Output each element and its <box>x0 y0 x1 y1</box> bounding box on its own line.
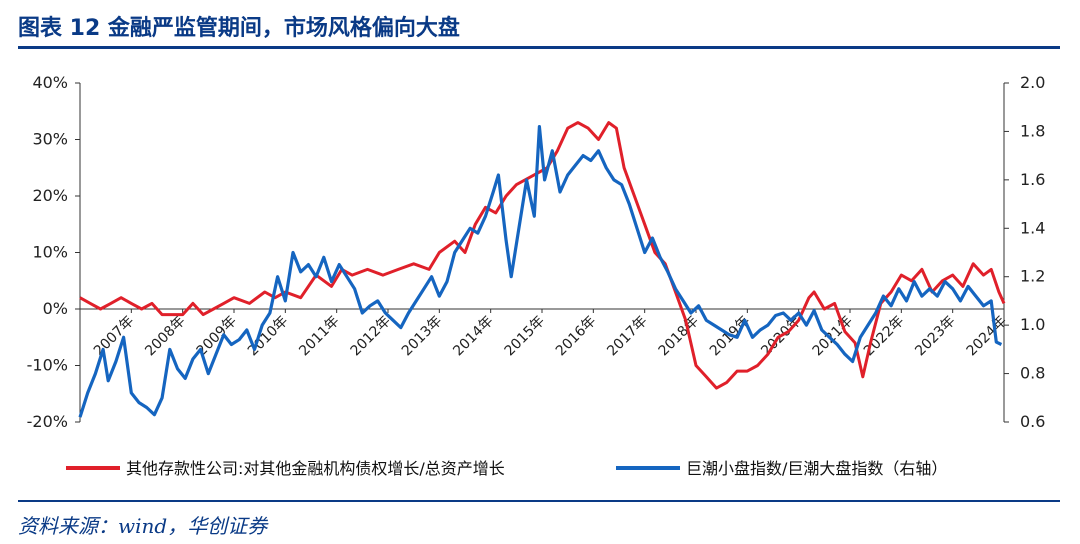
source-note: 资料来源：wind，华创证券 <box>18 514 268 538</box>
x-tick-label: 2015年 <box>502 313 548 359</box>
legend-label-red: 其他存款性公司:对其他金融机构债权增长/总资产增长 <box>126 459 505 478</box>
title-rule <box>18 46 1060 49</box>
left-tick-label: 40% <box>32 73 68 92</box>
x-tick-label: 2018年 <box>656 313 702 359</box>
x-tick-label: 2014年 <box>450 313 496 359</box>
right-tick-label: 1.4 <box>1020 218 1045 237</box>
x-tick-label: 2017年 <box>604 313 650 359</box>
right-tick-label: 1.8 <box>1020 121 1045 140</box>
right-tick-label: 1.0 <box>1020 315 1045 334</box>
left-tick-label: -20% <box>27 412 68 431</box>
dual-axis-line-chart: -20% -10% 0% 10% 20% 30% 40% 0.6 0.8 1.0 1.2 1.4 1.6… <box>27 73 1046 478</box>
series-line-blue <box>78 125 1003 418</box>
left-tick-label: -10% <box>27 356 68 375</box>
x-tick-label: 2008年 <box>142 313 188 359</box>
x-tick-label: 2024年 <box>964 313 1010 359</box>
left-tick-label: 30% <box>32 130 68 149</box>
series-line-red <box>79 121 1006 390</box>
axes: -20% -10% 0% 10% 20% 30% 40% 0.6 0.8 1.0 1.2 1.4 1.6… <box>27 73 1046 431</box>
x-tick-label: 2011年 <box>296 313 342 359</box>
right-tick-label: 1.2 <box>1020 267 1045 286</box>
right-tick-label: 1.6 <box>1020 170 1045 189</box>
right-tick-label: 0.8 <box>1020 364 1045 383</box>
page-title: 图表 12 金融严监管期间，市场风格偏向大盘 <box>18 16 460 41</box>
left-tick-label: 20% <box>32 186 68 205</box>
x-tick-label: 2010年 <box>245 313 291 359</box>
left-tick-label: 0% <box>43 299 68 318</box>
x-tick-label: 2007年 <box>91 313 137 359</box>
x-tick-label: 2012年 <box>348 313 394 359</box>
series-layer <box>78 121 1006 418</box>
right-tick-label: 2.0 <box>1020 73 1045 92</box>
x-tick-label: 2023年 <box>912 313 958 359</box>
x-tick-label: 2016年 <box>553 313 599 359</box>
legend: 其他存款性公司:对其他金融机构债权增长/总资产增长 巨潮小盘指数/巨潮大盘指数（… <box>66 459 947 478</box>
source-rule <box>18 500 1060 502</box>
legend-label-blue: 巨潮小盘指数/巨潮大盘指数（右轴） <box>686 459 947 478</box>
left-tick-label: 10% <box>32 243 68 262</box>
right-tick-label: 0.6 <box>1020 412 1045 431</box>
